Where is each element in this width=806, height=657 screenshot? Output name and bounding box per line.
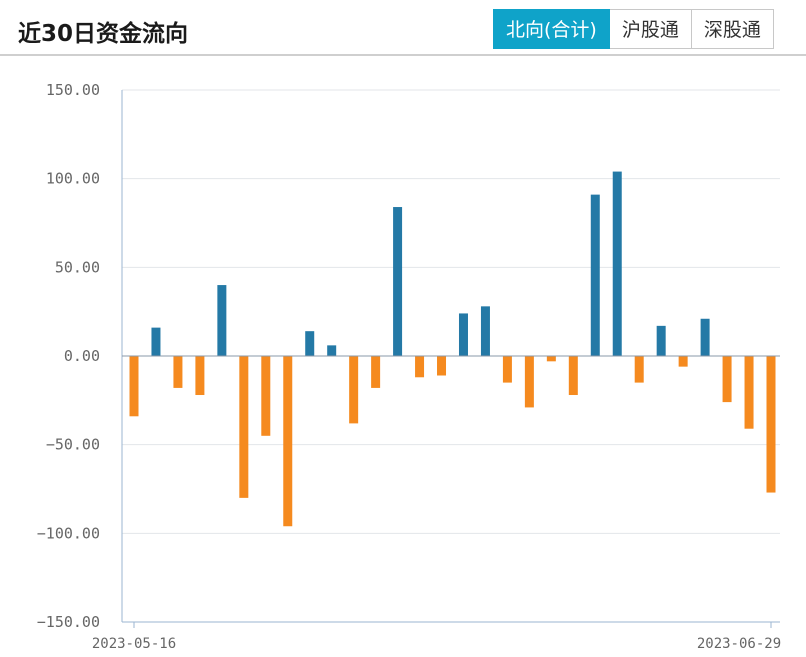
bar (722, 356, 732, 403)
bar (546, 356, 556, 362)
bar (151, 327, 161, 356)
fund-flow-chart: 150.00 100.00 50.00 0.00 −50.00 −100.00 −150.0… (37, 81, 781, 652)
bar (239, 356, 249, 498)
bar (327, 345, 337, 356)
bar (305, 331, 315, 356)
tab-northbound-total[interactable]: 北向(合计) (493, 9, 610, 49)
chart-header: 近30日资金流向 北向(合计) 沪股通 深股通 (0, 0, 806, 56)
x-tick-label-start: 2023-05-16 (92, 636, 176, 652)
y-tick-label: −50.00 (46, 436, 100, 454)
bar (590, 194, 600, 356)
bar (283, 356, 293, 527)
y-tick-label: 100.00 (46, 170, 100, 188)
x-tick-label-end: 2023-06-29 (697, 636, 781, 652)
bar (195, 356, 205, 396)
bar (129, 356, 139, 417)
page-title: 近30日资金流向 (18, 21, 189, 47)
bar (568, 356, 578, 396)
bar (502, 356, 512, 383)
bar (458, 313, 468, 356)
y-tick-label: 0.00 (64, 347, 100, 365)
bar (700, 318, 710, 356)
bar (678, 356, 688, 367)
bar (612, 171, 622, 356)
tab-group: 北向(合计) 沪股通 深股通 (493, 9, 774, 49)
bar (217, 285, 227, 356)
bar (393, 207, 403, 356)
bar (766, 356, 776, 493)
bar (634, 356, 644, 383)
y-tick-label: −150.00 (37, 613, 100, 631)
bar (744, 356, 754, 429)
bar (437, 356, 447, 376)
bar (480, 306, 490, 356)
bar (349, 356, 359, 424)
tab-shanghai-connect[interactable]: 沪股通 (609, 9, 692, 49)
bar (261, 356, 271, 436)
bar (173, 356, 183, 388)
bar (371, 356, 381, 388)
bar (415, 356, 425, 378)
y-tick-label: 150.00 (46, 81, 100, 99)
bar (656, 325, 666, 356)
y-tick-label: −100.00 (37, 524, 100, 542)
y-tick-label: 50.00 (55, 258, 100, 276)
bar (524, 356, 534, 408)
tab-shenzhen-connect[interactable]: 深股通 (691, 9, 774, 49)
